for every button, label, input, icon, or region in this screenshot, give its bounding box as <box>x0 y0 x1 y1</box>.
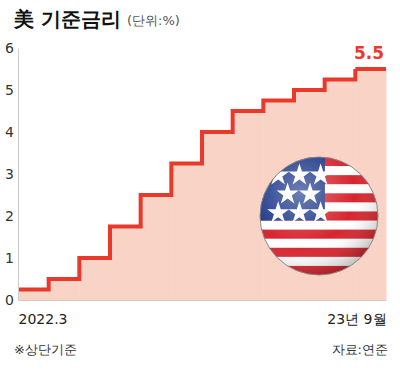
step-area <box>202 132 233 300</box>
y-tick: 6 <box>5 40 18 56</box>
y-tick-label: 0 <box>5 292 14 308</box>
flag-icon <box>260 157 378 276</box>
flag-shade <box>260 157 378 275</box>
x-tick: 2022.3 <box>19 300 68 327</box>
y-tick-label: 5 <box>5 82 14 98</box>
x-tick-label: 2022.3 <box>19 311 68 327</box>
step-area <box>233 111 264 300</box>
chart-root: 美 기준금리 (단위:%) 0 1 2 3 4 5 6 2022.3 23년 9월 5.5 ※상단기준 자… <box>0 0 400 371</box>
flag-outline <box>260 157 378 275</box>
title: 美 기준금리 <box>13 7 121 31</box>
subtitle: (단위:%) <box>127 13 180 28</box>
x-tick-label: 23년 9월 <box>327 311 386 327</box>
y-tick: 5 <box>5 82 18 98</box>
y-tick-label: 1 <box>5 250 14 266</box>
plot-area <box>18 69 387 300</box>
x-axis-line <box>19 300 387 301</box>
y-tick: 3 <box>5 166 18 182</box>
step-area <box>110 227 141 301</box>
x-axis: 2022.3 23년 9월 <box>19 300 387 327</box>
step-area <box>171 164 202 301</box>
y-tick: 2 <box>5 208 18 224</box>
source: 자료:연준 <box>332 342 388 357</box>
y-tick-label: 3 <box>5 166 14 182</box>
value-label: 5.5 <box>354 43 384 63</box>
y-tick-label: 2 <box>5 208 14 224</box>
step-area <box>49 279 80 300</box>
y-axis: 0 1 2 3 4 5 6 <box>5 40 18 308</box>
y-tick-label: 4 <box>5 124 14 140</box>
step-area <box>79 258 110 300</box>
y-tick: 0 <box>5 292 18 308</box>
y-tick-label: 6 <box>5 40 14 56</box>
step-area <box>141 195 172 300</box>
rate-line-end <box>355 67 386 71</box>
x-tick: 23년 9월 <box>327 300 386 327</box>
note: ※상단기준 <box>14 342 77 357</box>
y-axis-line <box>18 49 19 301</box>
y-tick: 1 <box>5 250 18 266</box>
y-tick: 4 <box>5 124 18 140</box>
